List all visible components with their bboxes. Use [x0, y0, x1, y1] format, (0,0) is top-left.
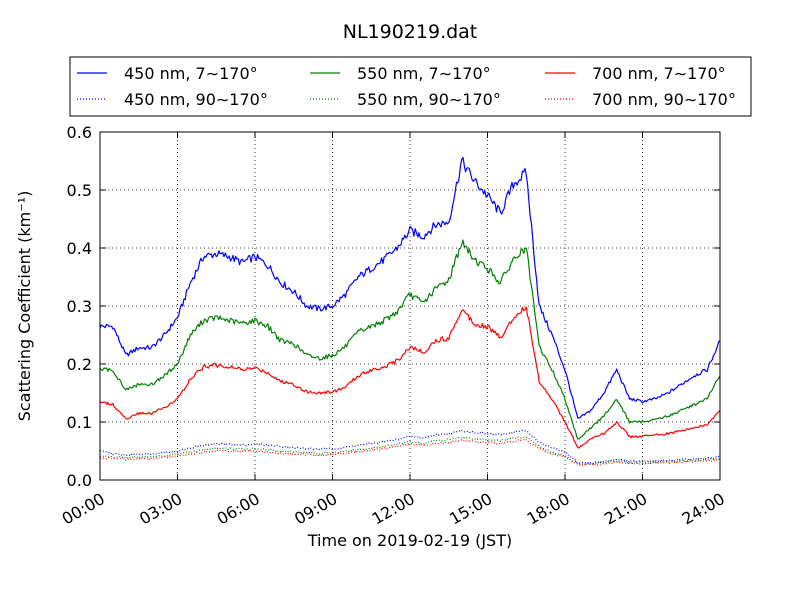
y-axis-label: Scattering Coefficient (km⁻¹) [15, 191, 34, 422]
series-layer [99, 156, 721, 467]
axis-ticks [99, 131, 721, 481]
series-line-1 [99, 429, 721, 464]
y-tick-label: 0.1 [67, 413, 92, 432]
series-line-2 [99, 239, 721, 440]
y-tick-label: 0.2 [67, 355, 92, 374]
y-tick-labels: 0.0 0.1 0.2 0.3 0.4 0.5 0.6 [67, 123, 92, 490]
y-tick-label: 0.6 [67, 123, 92, 142]
legend-label-0: 450 nm, 7∼170° [124, 64, 258, 83]
legend-label-2: 550 nm, 7∼170° [357, 64, 491, 83]
y-tick-label: 0.5 [67, 181, 92, 200]
legend-box [69, 56, 752, 117]
series-line-3 [99, 436, 721, 466]
x-axis-label: Time on 2019-02-19 (JST) [307, 531, 512, 550]
y-tick-label: 0.4 [67, 239, 92, 258]
legend-label-5: 700 nm, 90∼170° [592, 90, 736, 109]
legend-label-4: 700 nm, 7∼170° [592, 64, 726, 83]
y-tick-label: 0.0 [67, 471, 92, 490]
legend-label-1: 450 nm, 90∼170° [124, 90, 268, 109]
series-line-5 [99, 439, 720, 467]
chart-title: NL190219.dat [343, 21, 478, 43]
y-tick-label: 0.3 [67, 297, 92, 316]
legend-label-3: 550 nm, 90∼170° [357, 90, 501, 109]
legend: 450 nm, 7∼170° 450 nm, 90∼170° 550 nm, 7∼1… [69, 56, 752, 117]
series-line-0 [99, 156, 721, 419]
series-line-4 [99, 306, 721, 449]
